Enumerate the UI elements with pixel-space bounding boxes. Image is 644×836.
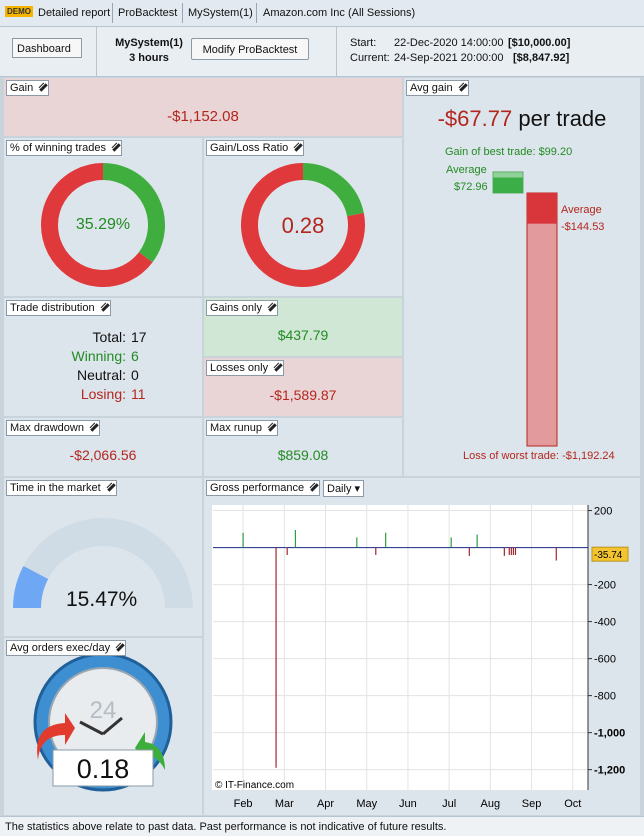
runup-value: $859.08 [277, 447, 329, 463]
avg-loss-value: -$144.53 [561, 221, 605, 233]
row-label: Winning: [71, 348, 126, 364]
ratio-panel: Gain/Loss Ratio 0.28 [204, 138, 402, 296]
row-label: Total: [92, 329, 126, 345]
start-capital: [$10,000.00] [508, 37, 571, 49]
period-label: Daily [327, 483, 352, 495]
gains-only-value: $437.79 [277, 327, 329, 343]
demo-badge: DEMO [5, 6, 33, 17]
avg-gain-panel: Avg gain -$67.77 per trade Gain of best … [404, 78, 640, 476]
headline-unit: per trade [518, 106, 607, 131]
gross-panel: Gross performance Daily ▾ [204, 478, 640, 815]
gain-panel: Gain -$1,152.08 [4, 78, 402, 136]
separator [256, 3, 257, 23]
row-label: Losing: [80, 386, 126, 402]
panel-title[interactable]: Avg orders exec/day [6, 640, 127, 656]
worst-value: -$1,192.24 [562, 450, 615, 462]
avg-loss-label: Average [561, 204, 602, 216]
row-value: 17 [131, 329, 147, 345]
start-date: 22-Dec-2020 14:00:00 [394, 37, 504, 49]
row-value: 0 [131, 367, 139, 383]
modify-button[interactable]: Modify ProBacktest [191, 38, 309, 60]
time-panel: Time in the market 15.47% [4, 478, 202, 636]
panel-title[interactable]: Losses only [206, 360, 285, 376]
current-date: 24-Sep-2021 20:00:00 [394, 52, 504, 64]
separator [96, 27, 97, 76]
losses-only-value: -$1,589.87 [269, 387, 337, 403]
panel-title[interactable]: Gain/Loss Ratio [206, 140, 305, 156]
panel-title[interactable]: Gross performance [206, 480, 321, 496]
panel-title[interactable]: Avg gain [406, 80, 469, 96]
worst-label: Loss of worst trade: [463, 450, 559, 462]
panel-title[interactable]: Trade distribution [6, 300, 111, 316]
tab[interactable]: Detailed report [38, 7, 111, 19]
best-trade: Gain of best trade: $99.20 [445, 146, 572, 158]
winning-panel: % of winning trades 35.29% [4, 138, 202, 296]
tab[interactable]: Amazon.com Inc (All Sessions) [263, 7, 416, 19]
runup-panel: Max runup $859.08 [204, 418, 402, 476]
separator [112, 3, 113, 23]
drawdown-value: -$2,066.56 [69, 447, 137, 463]
panel-title[interactable]: % of winning trades [6, 140, 122, 156]
avg-gain-label: Average [446, 164, 487, 176]
duration: 3 hours [129, 52, 169, 64]
period-dropdown[interactable]: Daily ▾ [323, 480, 365, 497]
row-value: 6 [131, 348, 139, 364]
separator [182, 3, 183, 23]
system-name: MySystem(1) [115, 37, 183, 49]
best-label: Gain of best trade: [445, 146, 536, 158]
row-value: 11 [131, 386, 146, 402]
drawdown-panel: Max drawdown -$2,066.56 [4, 418, 202, 476]
tab[interactable]: ProBacktest [118, 7, 178, 19]
tab[interactable]: MySystem(1) [188, 7, 253, 19]
gain-value: -$1,152.08 [167, 108, 239, 125]
dropdown-label: Dashboard [17, 43, 71, 55]
orders-panel: Avg orders exec/day [4, 638, 202, 815]
title-bar: DEMO Detailed report ProBacktest MySyste… [0, 0, 644, 27]
panel-title[interactable]: Max runup [206, 420, 278, 436]
toolbar: Dashboard MySystem(1) 3 hours Modify Pro… [0, 27, 644, 77]
panel-title[interactable]: Max drawdown [6, 420, 100, 436]
ratio-value: 0.28 [281, 213, 325, 238]
footer-note: The statistics above relate to past data… [5, 821, 447, 833]
winning-value: 35.29% [75, 216, 131, 233]
current-capital: [$8,847.92] [513, 52, 570, 64]
dashboard-dropdown[interactable]: Dashboard [12, 38, 82, 58]
gains-only-panel: Gains only $437.79 [204, 298, 402, 356]
footer-bar: The statistics above relate to past data… [0, 816, 644, 836]
current-label: Current: [350, 52, 390, 64]
plot-area [212, 505, 588, 790]
row-label: Neutral: [76, 367, 126, 383]
start-label: Start: [350, 37, 377, 49]
time-value: 15.47% [66, 588, 138, 611]
panel-title[interactable]: Gain [6, 80, 50, 96]
distribution-panel: Trade distribution Total: 17 Winning: 6 … [4, 298, 202, 416]
avg-gain-headline: -$67.77 per trade [404, 106, 640, 132]
panel-title[interactable]: Time in the market [6, 480, 117, 496]
losses-only-panel: Losses only -$1,589.87 [204, 358, 402, 416]
headline-value: -$67.77 [437, 106, 513, 131]
best-value: $99.20 [538, 146, 573, 158]
panel-title[interactable]: Gains only [206, 300, 278, 316]
worst-trade: Loss of worst trade: -$1,192.24 [463, 450, 615, 462]
avg-gain-value: $72.96 [454, 181, 488, 193]
separator [336, 27, 337, 76]
